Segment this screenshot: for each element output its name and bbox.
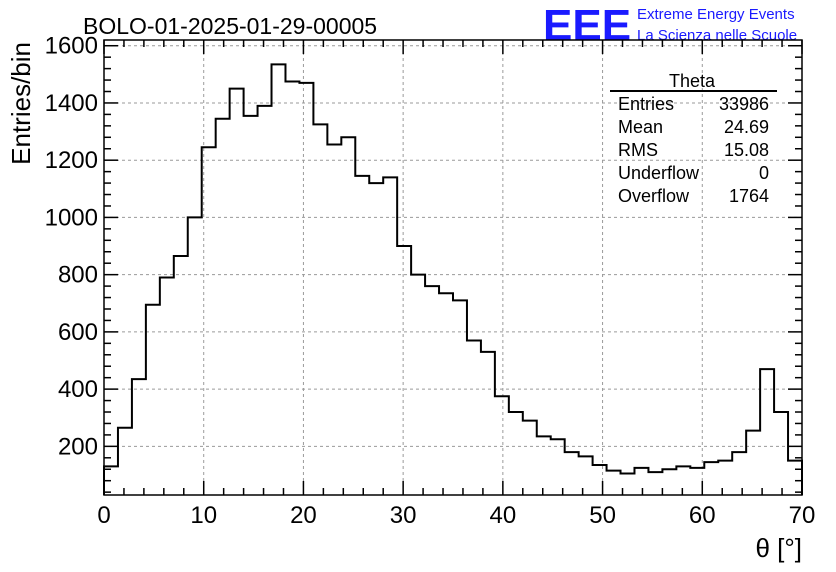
eee-logo-mark: EEE xyxy=(543,1,631,50)
x-tick-label: 60 xyxy=(689,502,716,529)
x-tick-label: 50 xyxy=(589,502,616,529)
x-tick-label: 40 xyxy=(490,502,517,529)
y-tick-label: 200 xyxy=(58,433,98,460)
histogram-series xyxy=(103,63,803,495)
stats-value-underflow: 0 xyxy=(759,163,769,183)
eee-logo: EEE Extreme Energy Events La Scienza nel… xyxy=(543,1,797,50)
x-tick-label: 0 xyxy=(97,502,110,529)
eee-logo-line-1: Extreme Energy Events xyxy=(637,6,795,23)
stats-label-entries: Entries xyxy=(618,94,674,114)
x-axis-title: θ [°] xyxy=(755,533,802,563)
chart-title: BOLO-01-2025-01-29-00005 xyxy=(83,13,377,39)
y-tick-label: 1200 xyxy=(45,147,98,174)
eee-logo-line-2: La Scienza nelle Scuole xyxy=(637,27,797,44)
x-tick-label: 30 xyxy=(390,502,417,529)
stats-label-overflow: Overflow xyxy=(618,186,690,206)
y-tick-label: 600 xyxy=(58,319,98,346)
stats-value-entries: 33986 xyxy=(719,94,769,114)
x-tick-label: 70 xyxy=(789,502,816,529)
stats-box-title: Theta xyxy=(669,71,716,91)
x-tick-label: 20 xyxy=(290,502,317,529)
x-tick-label: 10 xyxy=(190,502,217,529)
stats-label-rms: RMS xyxy=(618,140,658,160)
stats-value-rms: 15.08 xyxy=(724,140,769,160)
grid xyxy=(104,40,802,495)
stats-label-mean: Mean xyxy=(618,117,663,137)
plot-frame xyxy=(103,39,803,496)
y-tick-label: 1600 xyxy=(45,33,98,60)
y-tick-label: 1000 xyxy=(45,204,98,231)
y-tick-label: 400 xyxy=(58,376,98,403)
y-tick-label: 800 xyxy=(58,262,98,289)
stats-label-underflow: Underflow xyxy=(618,163,700,183)
y-tick-labels: 200 400 600 800 1000 1200 1400 1600 xyxy=(45,33,98,461)
y-tick-label: 1400 xyxy=(45,90,98,117)
axis-ticks xyxy=(103,40,803,495)
x-tick-labels: 0 10 20 30 40 50 60 70 xyxy=(97,502,815,529)
y-axis-title: Entries/bin xyxy=(6,42,36,165)
stats-value-mean: 24.69 xyxy=(724,117,769,137)
stats-box: Theta Entries 33986 Mean 24.69 RMS 15.08… xyxy=(610,71,777,206)
stats-value-overflow: 1764 xyxy=(729,186,769,206)
